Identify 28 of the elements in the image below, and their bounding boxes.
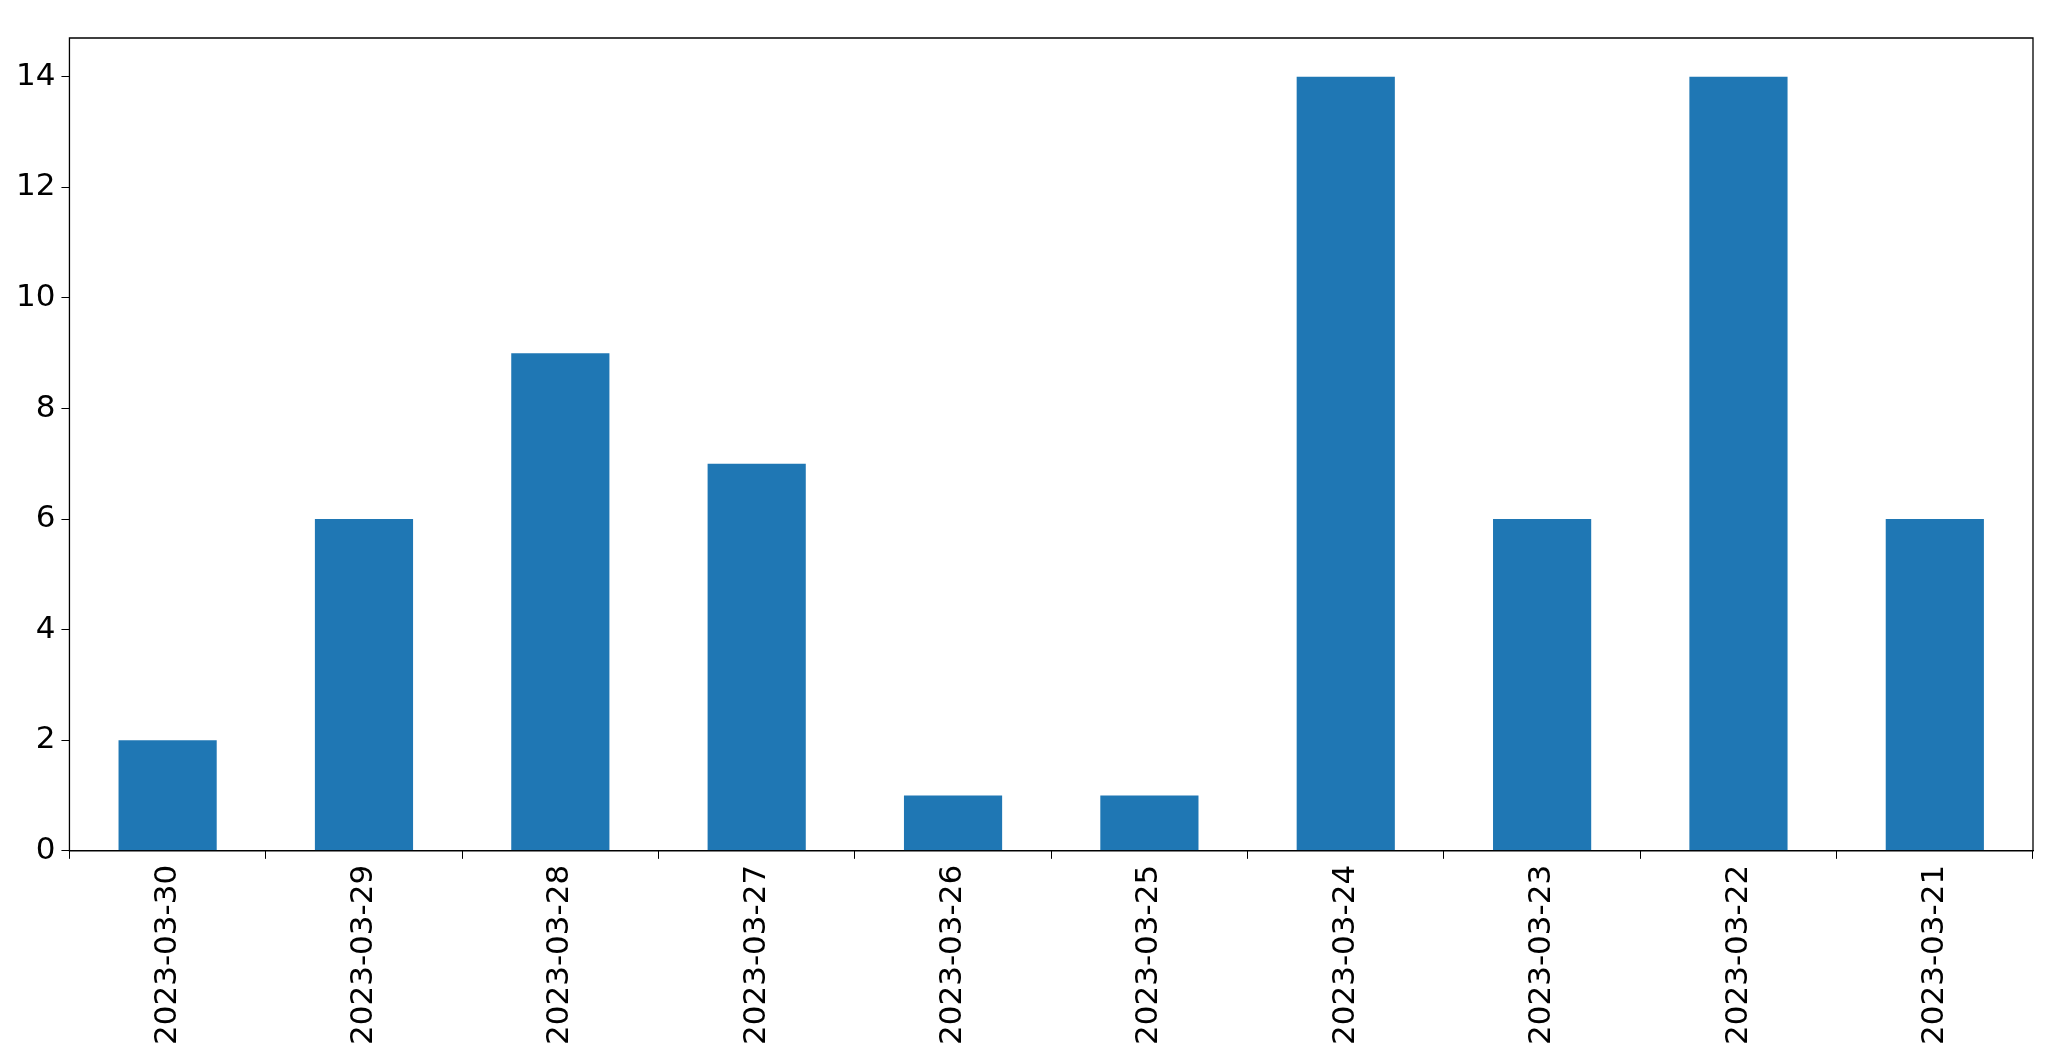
bar	[1493, 519, 1592, 851]
y-tick-label: 12	[15, 166, 56, 203]
bar	[707, 463, 806, 851]
x-tick-label: 2023-03-22	[1717, 864, 1754, 1046]
x-tick-label: 2023-03-30	[146, 864, 183, 1046]
bar	[1296, 76, 1395, 851]
y-tick-label: 10	[15, 276, 56, 313]
bar	[1100, 795, 1199, 851]
x-tick-label: 2023-03-24	[1324, 864, 1361, 1046]
y-tick-label: 4	[35, 608, 56, 645]
bar	[1885, 519, 1984, 851]
bar	[118, 740, 217, 851]
y-tick-label: 2	[35, 719, 56, 756]
bar	[903, 795, 1003, 851]
x-tick-label: 2023-03-23	[1521, 864, 1558, 1046]
x-tick-label: 2023-03-25	[1128, 864, 1165, 1046]
y-tick-label: 14	[15, 55, 56, 92]
bar	[511, 353, 610, 851]
y-tick-label: 6	[35, 498, 56, 535]
x-tick-label: 2023-03-21	[1913, 864, 1950, 1046]
y-tick-label: 8	[35, 387, 56, 424]
x-tick-label: 2023-03-29	[343, 864, 380, 1046]
bar	[1689, 76, 1788, 851]
x-tick-label: 2023-03-26	[932, 864, 969, 1046]
bar	[314, 519, 414, 851]
x-tick-label: 2023-03-28	[539, 864, 576, 1046]
x-tick-label: 2023-03-27	[735, 864, 772, 1046]
y-tick-label: 0	[35, 829, 56, 866]
